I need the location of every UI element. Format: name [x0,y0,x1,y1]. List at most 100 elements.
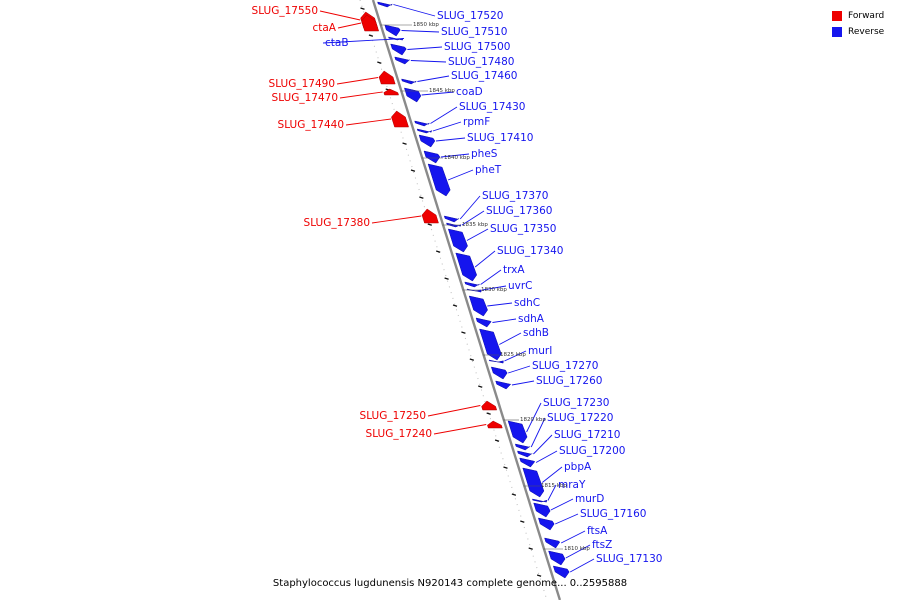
murD-feature[interactable] [533,502,551,518]
SLUG_17350-feature[interactable] [447,228,468,253]
SLUG_17260-label[interactable]: SLUG_17260 [536,375,602,387]
sdhC-leader [487,302,513,307]
SLUG_17130-feature[interactable] [552,565,570,579]
uvrC-label[interactable]: uvrC [508,280,533,292]
SLUG_17250-leader [427,405,481,417]
SLUG_17220-feature[interactable] [514,443,531,451]
mraY-leader [547,484,557,501]
SLUG_17240-feature[interactable] [487,420,503,429]
position-label: 1840 kbp [444,155,470,161]
SLUG_17410-label[interactable]: SLUG_17410 [467,132,533,144]
SLUG_17520-feature[interactable] [377,1,393,8]
SLUG_17240-label[interactable]: SLUG_17240 [366,428,432,440]
SLUG_17200-feature[interactable] [519,457,536,468]
SLUG_17440-label[interactable]: SLUG_17440 [278,119,344,131]
SLUG_17500-feature[interactable] [390,43,407,56]
SLUG_17130-label[interactable]: SLUG_17130 [596,553,662,565]
SLUG_17210-label[interactable]: SLUG_17210 [554,429,620,441]
SLUG_17380-label[interactable]: SLUG_17380 [304,217,370,229]
SLUG_17340-feature[interactable] [455,252,477,282]
SLUG_17230-label[interactable]: SLUG_17230 [543,397,609,409]
SLUG_17380-leader [371,215,422,224]
mraY-feature[interactable] [532,498,548,503]
SLUG_17510-feature[interactable] [384,24,401,37]
ftsZ-feature[interactable] [548,550,566,566]
legend-item-reverse: Reverse [832,24,892,39]
SLUG_17550-label[interactable]: SLUG_17550 [252,5,318,17]
SLUG_17490-label[interactable]: SLUG_17490 [269,78,335,90]
SLUG_17500-label[interactable]: SLUG_17500 [444,41,510,53]
SLUG_17250-label[interactable]: SLUG_17250 [360,410,426,422]
pheT-feature[interactable] [427,163,451,197]
pbpA-leader [542,466,563,483]
ftsA-label[interactable]: ftsA [587,525,608,537]
mraY-label[interactable]: mraY [558,479,586,491]
coaD-label[interactable]: coaD [456,86,483,98]
SLUG_17270-feature[interactable] [490,366,508,380]
SLUG_17160-feature[interactable] [538,517,555,531]
SLUG_17350-label[interactable]: SLUG_17350 [490,223,556,235]
ftsA-leader [560,530,586,544]
genome-axis [371,0,562,600]
sdhC-feature[interactable] [468,295,488,317]
SLUG_17220-label[interactable]: SLUG_17220 [547,412,613,424]
SLUG_17230-feature[interactable] [507,420,528,444]
ctaA-label[interactable]: ctaA [312,22,336,34]
scale-tick [494,439,500,442]
SLUG_17250-feature[interactable] [481,400,498,411]
SLUG_17480-feature[interactable] [394,56,410,65]
SLUG_17200-label[interactable]: SLUG_17200 [559,445,625,457]
trxA-feature[interactable] [464,281,480,288]
SLUG_17480-label[interactable]: SLUG_17480 [448,56,514,68]
SLUG_17360-label[interactable]: SLUG_17360 [486,205,552,217]
sdhC-label[interactable]: sdhC [514,297,540,309]
SLUG_17160-label[interactable]: SLUG_17160 [580,508,646,520]
SLUG_17460-label[interactable]: SLUG_17460 [451,70,517,82]
SLUG_17460-feature[interactable] [401,78,417,85]
SLUG_17470-feature[interactable] [383,88,399,96]
SLUG_17470-label[interactable]: SLUG_17470 [272,92,338,104]
pbpA-label[interactable]: pbpA [564,461,592,473]
murI-feature[interactable] [488,359,504,364]
rpmF-feature[interactable] [416,128,433,134]
SLUG_17500-leader [407,46,443,50]
sdhA-leader [492,318,517,323]
scale-tick [478,385,483,388]
SLUG_17340-label[interactable]: SLUG_17340 [497,245,563,257]
SLUG_17370-feature[interactable] [443,215,460,223]
murD-label[interactable]: murD [575,493,604,505]
ftsZ-leader [565,544,591,559]
uvrC-feature[interactable] [466,288,482,293]
pheT-label[interactable]: pheT [475,164,502,176]
ftsA-feature[interactable] [544,537,561,549]
sdhB-label[interactable]: sdhB [523,327,549,339]
SLUG_17490-feature[interactable] [378,70,396,85]
pheS-feature[interactable] [423,150,441,164]
SLUG_17380-feature[interactable] [421,208,439,224]
SLUG_17520-label[interactable]: SLUG_17520 [437,10,503,22]
scale-tick [419,196,424,199]
SLUG_17410-feature[interactable] [418,134,436,148]
SLUG_17440-leader [345,118,392,126]
sdhA-feature[interactable] [475,317,492,328]
ftsZ-label[interactable]: ftsZ [592,539,612,551]
ctaA-feature[interactable] [361,14,380,32]
rpmF-label[interactable]: rpmF [463,116,490,128]
SLUG_17260-feature[interactable] [495,380,512,390]
SLUG_17510-label[interactable]: SLUG_17510 [441,26,507,38]
SLUG_17270-label[interactable]: SLUG_17270 [532,360,598,372]
ctaB-label[interactable]: ctaB [325,37,349,49]
sdhA-label[interactable]: sdhA [518,313,545,325]
coaD-feature[interactable] [404,87,422,103]
sdhB-feature[interactable] [479,328,502,361]
pheS-label[interactable]: pheS [471,148,498,160]
SLUG_17440-feature[interactable] [391,110,409,128]
SLUG_17430-feature[interactable] [414,120,430,127]
SLUG_17430-label[interactable]: SLUG_17430 [459,101,525,113]
pbpA-feature[interactable] [522,467,545,498]
SLUG_17210-feature[interactable] [517,450,533,458]
trxA-label[interactable]: trxA [503,264,525,276]
murI-label[interactable]: murI [528,345,552,357]
SLUG_17430-leader [430,106,458,124]
SLUG_17370-label[interactable]: SLUG_17370 [482,190,548,202]
